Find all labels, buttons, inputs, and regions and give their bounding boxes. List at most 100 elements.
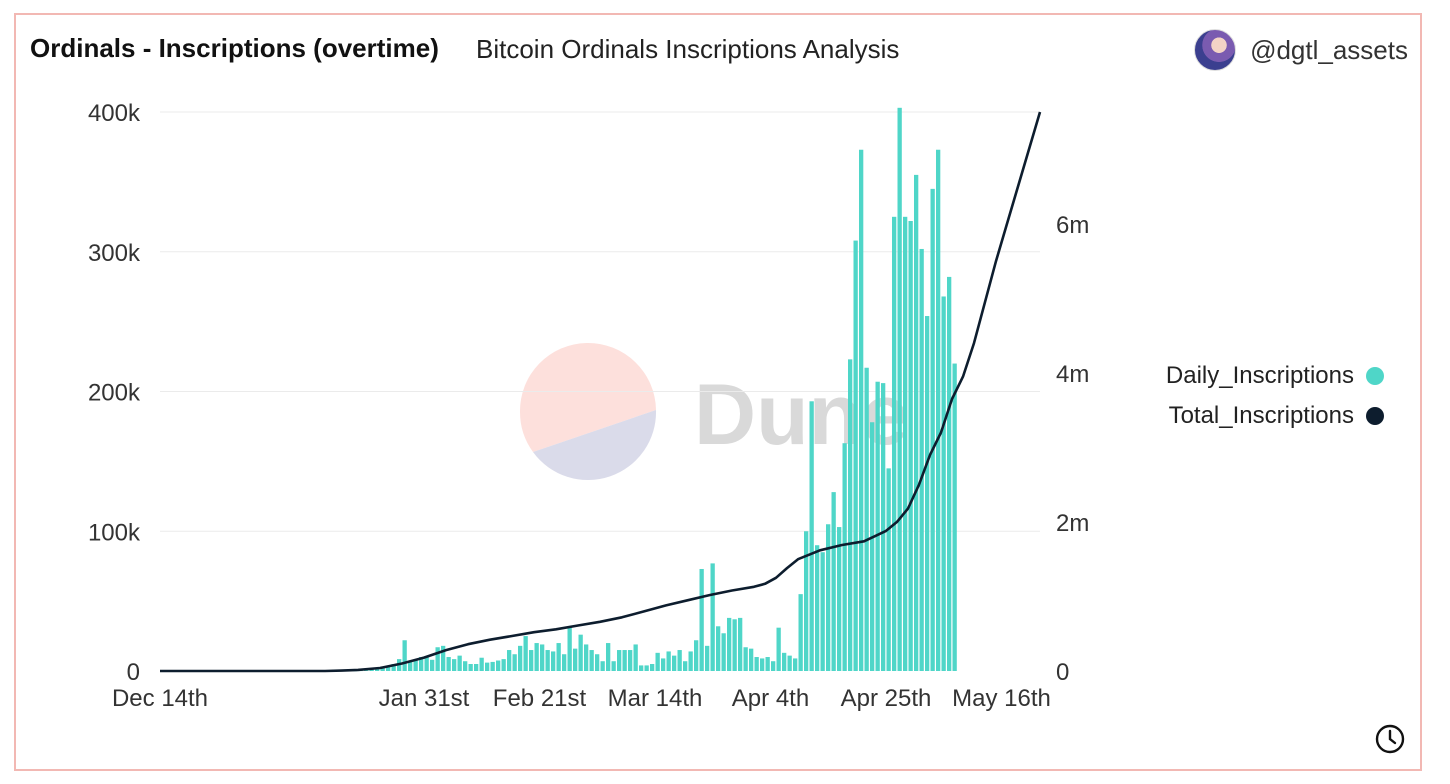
- bar-daily-inscriptions[interactable]: [578, 634, 583, 671]
- bar-daily-inscriptions[interactable]: [364, 670, 369, 671]
- bar-daily-inscriptions[interactable]: [826, 524, 831, 671]
- bar-daily-inscriptions[interactable]: [837, 527, 842, 671]
- bar-daily-inscriptions[interactable]: [793, 658, 798, 671]
- bar-daily-inscriptions[interactable]: [881, 383, 886, 671]
- bar-daily-inscriptions[interactable]: [903, 216, 908, 671]
- bar-daily-inscriptions[interactable]: [644, 665, 649, 671]
- bar-daily-inscriptions[interactable]: [490, 661, 495, 671]
- bar-daily-inscriptions[interactable]: [771, 661, 776, 671]
- bar-daily-inscriptions[interactable]: [683, 661, 688, 671]
- bar-daily-inscriptions[interactable]: [925, 316, 930, 671]
- bar-daily-inscriptions[interactable]: [600, 661, 605, 671]
- bar-daily-inscriptions[interactable]: [908, 221, 913, 671]
- bar-daily-inscriptions[interactable]: [831, 492, 836, 671]
- bar-daily-inscriptions[interactable]: [617, 650, 622, 671]
- bar-daily-inscriptions[interactable]: [551, 651, 556, 671]
- bar-daily-inscriptions[interactable]: [749, 648, 754, 671]
- bar-daily-inscriptions[interactable]: [694, 640, 699, 671]
- bar-daily-inscriptions[interactable]: [419, 657, 424, 671]
- bar-daily-inscriptions[interactable]: [485, 662, 490, 671]
- bar-daily-inscriptions[interactable]: [842, 443, 847, 671]
- bar-daily-inscriptions[interactable]: [892, 216, 897, 671]
- bar-daily-inscriptions[interactable]: [760, 658, 765, 671]
- bar-daily-inscriptions[interactable]: [699, 568, 704, 671]
- bar-daily-inscriptions[interactable]: [782, 652, 787, 671]
- bar-daily-inscriptions[interactable]: [765, 657, 770, 671]
- bar-daily-inscriptions[interactable]: [441, 645, 446, 671]
- bar-daily-inscriptions[interactable]: [463, 661, 468, 671]
- bar-daily-inscriptions[interactable]: [584, 644, 589, 671]
- bar-daily-inscriptions[interactable]: [754, 657, 759, 671]
- bar-daily-inscriptions[interactable]: [413, 659, 418, 671]
- bar-daily-inscriptions[interactable]: [875, 381, 880, 671]
- bar-daily-inscriptions[interactable]: [743, 647, 748, 671]
- bar-daily-inscriptions[interactable]: [727, 617, 732, 671]
- bar-daily-inscriptions[interactable]: [930, 188, 935, 672]
- bar-daily-inscriptions[interactable]: [507, 650, 512, 671]
- bar-daily-inscriptions[interactable]: [677, 650, 682, 671]
- bar-daily-inscriptions[interactable]: [886, 468, 891, 671]
- bar-daily-inscriptions[interactable]: [650, 664, 655, 671]
- bar-daily-inscriptions[interactable]: [430, 659, 435, 671]
- bar-daily-inscriptions[interactable]: [567, 626, 572, 671]
- bar-daily-inscriptions[interactable]: [672, 655, 677, 671]
- bar-daily-inscriptions[interactable]: [815, 545, 820, 671]
- bar-daily-inscriptions[interactable]: [540, 644, 545, 671]
- bar-daily-inscriptions[interactable]: [776, 627, 781, 671]
- bar-daily-inscriptions[interactable]: [914, 174, 919, 671]
- avatar-icon[interactable]: [1194, 29, 1237, 71]
- bar-daily-inscriptions[interactable]: [474, 664, 479, 671]
- bar-daily-inscriptions[interactable]: [936, 149, 941, 672]
- bar-daily-inscriptions[interactable]: [809, 401, 814, 671]
- bar-daily-inscriptions[interactable]: [479, 657, 484, 671]
- bar-daily-inscriptions[interactable]: [589, 650, 594, 671]
- author-badge[interactable]: @dgtl_assets: [1194, 28, 1408, 72]
- bar-daily-inscriptions[interactable]: [375, 668, 380, 671]
- bar-daily-inscriptions[interactable]: [639, 665, 644, 671]
- bar-daily-inscriptions[interactable]: [562, 654, 567, 671]
- bar-daily-inscriptions[interactable]: [468, 664, 473, 671]
- bar-daily-inscriptions[interactable]: [787, 655, 792, 671]
- bar-daily-inscriptions[interactable]: [534, 643, 539, 671]
- bar-daily-inscriptions[interactable]: [622, 650, 627, 671]
- bar-daily-inscriptions[interactable]: [919, 248, 924, 671]
- bar-daily-inscriptions[interactable]: [859, 149, 864, 672]
- bar-daily-inscriptions[interactable]: [870, 422, 875, 671]
- bar-daily-inscriptions[interactable]: [941, 296, 946, 671]
- bar-daily-inscriptions[interactable]: [820, 552, 825, 671]
- bar-daily-inscriptions[interactable]: [496, 660, 501, 671]
- bar-daily-inscriptions[interactable]: [386, 666, 391, 671]
- bar-daily-inscriptions[interactable]: [633, 644, 638, 671]
- bar-daily-inscriptions[interactable]: [408, 661, 413, 671]
- bar-daily-inscriptions[interactable]: [804, 531, 809, 671]
- bar-daily-inscriptions[interactable]: [518, 645, 523, 671]
- bar-daily-inscriptions[interactable]: [424, 657, 429, 671]
- bar-daily-inscriptions[interactable]: [369, 669, 374, 671]
- bar-daily-inscriptions[interactable]: [897, 107, 902, 672]
- bar-daily-inscriptions[interactable]: [848, 359, 853, 671]
- bar-daily-inscriptions[interactable]: [501, 659, 506, 671]
- bar-daily-inscriptions[interactable]: [688, 651, 693, 671]
- bar-daily-inscriptions[interactable]: [435, 647, 440, 671]
- bar-daily-inscriptions[interactable]: [864, 367, 869, 671]
- legend-item-total[interactable]: Total_Inscriptions: [1140, 396, 1384, 436]
- bar-daily-inscriptions[interactable]: [721, 633, 726, 671]
- bar-daily-inscriptions[interactable]: [452, 659, 457, 671]
- bar-daily-inscriptions[interactable]: [556, 643, 561, 671]
- bar-daily-inscriptions[interactable]: [738, 617, 743, 671]
- bar-daily-inscriptions[interactable]: [661, 658, 666, 671]
- bar-daily-inscriptions[interactable]: [573, 648, 578, 671]
- clock-icon[interactable]: [1374, 723, 1406, 755]
- legend-item-daily[interactable]: Daily_Inscriptions: [1140, 356, 1384, 396]
- line-total-inscriptions[interactable]: [160, 111, 1042, 673]
- bar-daily-inscriptions[interactable]: [380, 667, 385, 671]
- bar-daily-inscriptions[interactable]: [446, 657, 451, 671]
- bar-daily-inscriptions[interactable]: [655, 652, 660, 671]
- bar-daily-inscriptions[interactable]: [798, 594, 803, 671]
- bar-daily-inscriptions[interactable]: [457, 655, 462, 671]
- bar-daily-inscriptions[interactable]: [952, 363, 957, 671]
- bar-daily-inscriptions[interactable]: [402, 640, 407, 671]
- bar-daily-inscriptions[interactable]: [853, 240, 858, 671]
- bar-daily-inscriptions[interactable]: [628, 650, 633, 671]
- bar-daily-inscriptions[interactable]: [545, 650, 550, 671]
